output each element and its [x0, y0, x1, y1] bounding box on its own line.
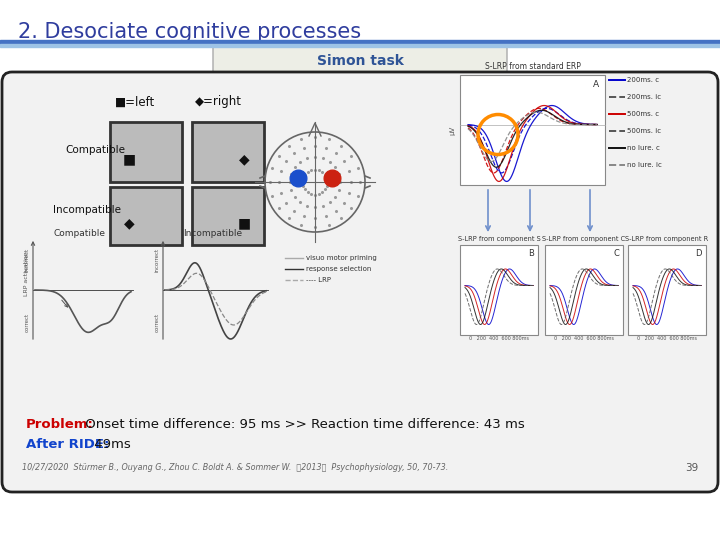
Bar — [110, 187, 182, 245]
Text: S-LRP from component R: S-LRP from component R — [626, 236, 708, 242]
Bar — [0, 44, 720, 47]
Text: 0   200  400  600 800ms: 0 200 400 600 800ms — [554, 336, 614, 341]
Text: S-LRP from component S: S-LRP from component S — [458, 236, 541, 242]
Text: no lure. c: no lure. c — [627, 145, 660, 151]
Text: 49ms: 49ms — [90, 437, 131, 450]
Text: S-LRP from standard ERP: S-LRP from standard ERP — [485, 62, 580, 71]
Text: A: A — [593, 80, 599, 89]
Bar — [192, 187, 264, 245]
Text: Compatible: Compatible — [54, 229, 106, 238]
Bar — [110, 122, 182, 182]
Text: ■: ■ — [238, 216, 251, 230]
Bar — [0, 40, 720, 44]
Text: Incompatible: Incompatible — [183, 229, 242, 238]
Text: ◆: ◆ — [124, 216, 135, 230]
Text: correct: correct — [155, 313, 160, 332]
Text: ---- LRP: ---- LRP — [306, 277, 331, 283]
Text: Simon task: Simon task — [317, 54, 403, 68]
Text: After RIDE:: After RIDE: — [26, 437, 109, 450]
Text: C: C — [613, 249, 619, 258]
Text: ■: ■ — [123, 152, 136, 166]
Text: Problem:: Problem: — [26, 417, 94, 430]
Text: 500ms. c: 500ms. c — [627, 111, 659, 117]
Text: ◆=right: ◆=right — [195, 96, 242, 109]
Text: ◆: ◆ — [239, 152, 250, 166]
Text: S-LRP from component C: S-LRP from component C — [542, 236, 626, 242]
Text: D: D — [696, 249, 702, 258]
Bar — [460, 75, 605, 185]
Text: LRP activation: LRP activation — [24, 252, 30, 296]
Text: Onset time difference: 95 ms >> Reaction time difference: 43 ms: Onset time difference: 95 ms >> Reaction… — [81, 417, 525, 430]
Text: µV: µV — [449, 125, 455, 134]
Text: Compatible: Compatible — [65, 145, 125, 155]
Text: 200ms. ic: 200ms. ic — [627, 94, 661, 100]
Text: response selection: response selection — [306, 266, 372, 272]
Text: visuo motor priming: visuo motor priming — [306, 255, 377, 261]
Text: ■=left: ■=left — [115, 96, 156, 109]
Text: 200ms. c: 200ms. c — [627, 77, 659, 83]
Bar — [192, 122, 264, 182]
FancyBboxPatch shape — [2, 72, 718, 492]
Bar — [460, 245, 538, 335]
Text: Incompatible: Incompatible — [53, 205, 121, 215]
Text: 10/27/2020  Stürmer B., Ouyang G., Zhou C. Boldt A. & Sommer W.  （2013）  Psychop: 10/27/2020 Stürmer B., Ouyang G., Zhou C… — [22, 463, 449, 472]
Text: B: B — [528, 249, 534, 258]
FancyBboxPatch shape — [213, 45, 507, 77]
Text: 2. Desociate cognitive processes: 2. Desociate cognitive processes — [18, 22, 361, 42]
Bar — [628, 245, 706, 335]
Text: 39: 39 — [685, 463, 698, 473]
Text: 500ms. ic: 500ms. ic — [627, 128, 661, 134]
Text: 0   200  400  600 800ms: 0 200 400 600 800ms — [469, 336, 529, 341]
Text: incorrect: incorrect — [24, 248, 30, 272]
Text: correct: correct — [24, 313, 30, 332]
Text: incorrect: incorrect — [155, 248, 160, 272]
Text: no lure. ic: no lure. ic — [627, 162, 662, 168]
Bar — [545, 245, 623, 335]
Text: 0   200  400  600 800ms: 0 200 400 600 800ms — [637, 336, 697, 341]
